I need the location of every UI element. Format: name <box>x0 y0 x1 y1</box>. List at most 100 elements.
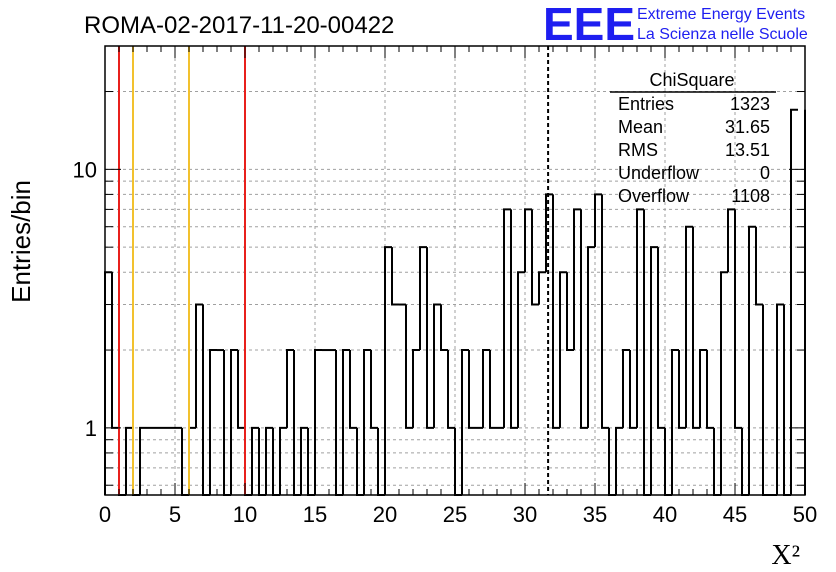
histogram-bin <box>286 349 294 428</box>
histogram-bin <box>433 303 441 428</box>
y-tick-label: 1 <box>85 416 97 441</box>
histogram-bin <box>447 350 455 429</box>
histogram-bin <box>209 349 217 495</box>
histogram-bin <box>419 246 427 351</box>
histogram-bin <box>468 350 476 429</box>
x-tick-label: 10 <box>233 502 257 527</box>
logo-line-1: Extreme Energy Events <box>637 6 805 23</box>
x-tick-label: 30 <box>513 502 537 527</box>
y-tick-label: 10 <box>73 157 97 182</box>
histogram-bin <box>139 426 147 495</box>
histogram-bin <box>426 247 434 429</box>
histogram-bin <box>223 350 231 496</box>
histogram-bin <box>755 226 763 306</box>
histogram-bin <box>482 349 490 428</box>
marker-lines <box>118 46 550 495</box>
histogram-bin <box>104 271 112 495</box>
histogram-bin <box>762 304 770 496</box>
histogram-bin <box>552 194 560 429</box>
histogram-bin <box>650 246 658 495</box>
histogram-bin <box>566 272 574 352</box>
histogram-bin <box>783 304 791 496</box>
histogram-bin <box>237 350 245 429</box>
histogram-bin <box>727 208 735 273</box>
histogram-bin <box>300 426 308 495</box>
histogram-bin <box>720 271 728 495</box>
histogram-bin <box>601 194 609 429</box>
eee-logo: EEE <box>543 0 635 50</box>
histogram-bin <box>524 208 532 273</box>
stats-label: Underflow <box>618 163 700 183</box>
histogram-bin <box>195 303 203 428</box>
stats-value: 13.51 <box>725 140 770 160</box>
histogram-bin <box>580 209 588 429</box>
histogram-bin <box>202 304 210 496</box>
x-tick-label: 15 <box>303 502 327 527</box>
histogram-bin <box>594 193 602 248</box>
x-tick-label: 20 <box>373 502 397 527</box>
x-tick-label: 35 <box>583 502 607 527</box>
histogram-bin <box>391 247 399 306</box>
histogram-bin <box>748 225 756 495</box>
stats-label: Mean <box>618 117 663 137</box>
stats-title: ChiSquare <box>649 70 734 90</box>
histogram-bin <box>440 304 448 352</box>
histogram-bin <box>342 349 350 495</box>
histogram-bin <box>503 208 511 428</box>
histogram-bin <box>615 426 623 495</box>
histogram-bin <box>685 225 693 428</box>
histogram-bin <box>643 209 651 496</box>
histogram-bin <box>657 247 665 429</box>
histogram-bin <box>678 350 686 429</box>
histogram-bin <box>692 226 700 429</box>
histogram-bin <box>559 271 567 428</box>
stats-box: ChiSquare Entries 1323 Mean 31.65 RMS 13.51 Un… <box>610 70 776 206</box>
stats-label: Overflow <box>618 186 690 206</box>
histogram-bin <box>622 349 630 428</box>
stats-label: Entries <box>618 94 674 114</box>
histogram-bin <box>314 349 322 495</box>
histogram-bin <box>790 108 798 495</box>
histogram-bin <box>230 349 238 495</box>
histogram-bin <box>489 350 497 429</box>
x-tick-label: 0 <box>99 502 111 527</box>
histogram-bin <box>573 208 581 351</box>
histogram-bin <box>531 209 539 306</box>
histogram-bin <box>538 271 546 305</box>
histogram-bin <box>293 350 301 496</box>
x-axis-label: X² <box>771 540 800 571</box>
histogram-bin <box>279 426 287 495</box>
histogram-bin <box>363 349 371 495</box>
histogram-bin <box>412 349 420 428</box>
x-tick-label: 45 <box>723 502 747 527</box>
histogram-bin <box>706 350 714 429</box>
stats-value: 31.65 <box>725 117 770 137</box>
histogram-bin <box>384 246 392 495</box>
histogram-bin <box>265 426 273 495</box>
histogram-bin <box>699 349 707 428</box>
run-title: ROMA-02-2017-11-20-00422 <box>84 12 394 39</box>
histogram-bin <box>776 303 784 495</box>
histogram-bin <box>405 304 413 429</box>
stats-value: 1323 <box>730 94 770 114</box>
histogram-bin <box>510 209 518 429</box>
histogram-bin <box>587 246 595 428</box>
histogram-bin <box>545 193 553 273</box>
histogram-bin <box>517 271 525 428</box>
stats-label: RMS <box>618 140 658 160</box>
histogram-bin <box>370 350 378 429</box>
histogram-bin <box>125 426 133 495</box>
histogram-bin <box>335 350 343 496</box>
histogram-bin <box>349 350 357 429</box>
axes: 0 5 10 15 20 25 30 35 40 45 50 1 10 <box>73 45 817 527</box>
logo-line-2: La Scienza nelle Scuole <box>637 26 808 43</box>
x-tick-label: 25 <box>443 502 467 527</box>
histogram-bin <box>734 209 742 429</box>
x-tick-label: 40 <box>653 502 677 527</box>
histogram-bin <box>629 350 637 429</box>
stats-value: 1108 <box>731 186 770 206</box>
histogram-bin <box>251 426 259 495</box>
x-tick-label: 50 <box>793 502 817 527</box>
histogram-bin <box>671 349 679 495</box>
